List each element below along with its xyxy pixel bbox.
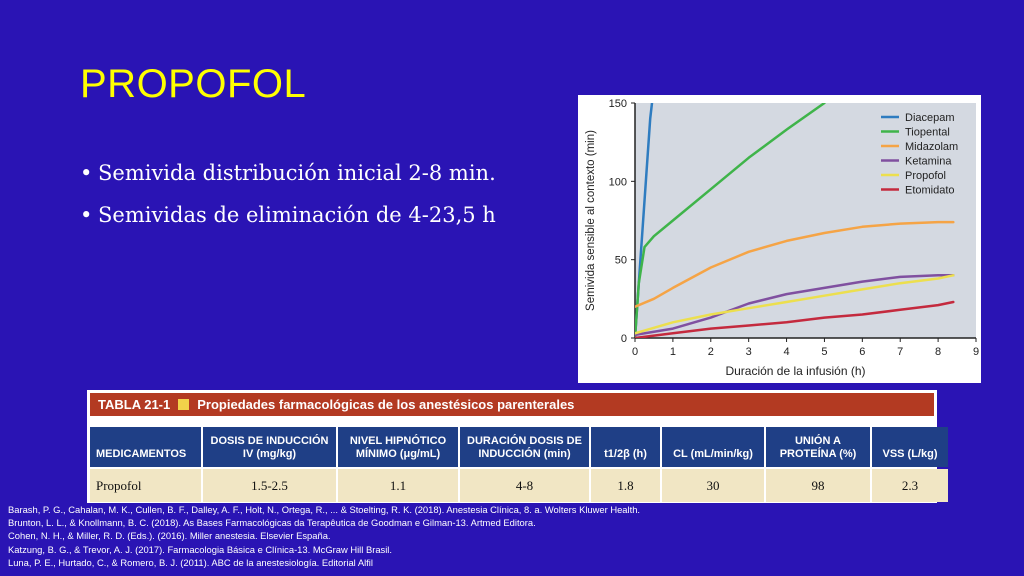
col-header-vss: VSS (L/kg) [872, 427, 948, 467]
legend-label: Etomidato [905, 185, 955, 197]
series-line-midazolam [635, 220, 955, 308]
series-line-ketamina [635, 274, 955, 337]
table-cell-hypnotic-level: 1.1 [338, 469, 458, 502]
legend-label: Tiopental [905, 127, 950, 139]
legend-label: Propofol [905, 170, 946, 182]
reference-item: Barash, P. G., Cahalan, M. K., Cullen, B… [8, 504, 641, 515]
bullet-item: • Semividas de eliminación de 4-23,5 h [80, 194, 496, 236]
y-tick-label: 100 [609, 176, 627, 188]
x-tick-label: 1 [670, 346, 676, 358]
table-cell-protein-binding: 98 [766, 469, 870, 502]
series-line-etomidato [635, 300, 955, 338]
table-cell-dose: 1.5-2.5 [203, 469, 336, 502]
bullet-dot-icon: • [80, 203, 93, 227]
bullet-text: Semivida distribución inicial 2-8 min. [98, 161, 496, 185]
col-header-medicamentos: MEDICAMENTOS [90, 427, 201, 467]
x-tick-label: 4 [783, 346, 789, 358]
table-square-icon [178, 399, 190, 410]
x-tick-label: 6 [859, 346, 865, 358]
legend-label: Midazolam [905, 141, 958, 153]
table-cell-half-life: 1.8 [591, 469, 660, 502]
y-tick-label: 50 [615, 255, 627, 267]
x-tick-label: 8 [935, 346, 941, 358]
y-tick-label: 0 [621, 333, 627, 345]
bullet-item: • Semivida distribución inicial 2-8 min. [80, 152, 496, 194]
table-cell-vss: 2.3 [872, 469, 948, 502]
table-cell-clearance: 30 [662, 469, 764, 502]
pharmacology-table: TABLA 21-1 Propiedades farmacológicas de… [87, 390, 948, 503]
table-title-bar: TABLA 21-1 Propiedades farmacológicas de… [90, 393, 934, 416]
reference-item: Luna, P. E., Hurtado, C., & Romero, B. J… [8, 556, 373, 568]
y-tick-label: 150 [609, 98, 627, 110]
col-header-clearance: CL (mL/min/kg) [662, 427, 764, 467]
x-tick-label: 3 [746, 346, 752, 358]
slide-title: PROPOFOL [80, 62, 307, 106]
table-number: TABLA 21-1 [98, 397, 171, 412]
reference-item: Brunton, L. L., & Knollmann, B. C. (2018… [8, 517, 536, 529]
col-header-union-proteina: UNIÓN A PROTEÍNA (%) [766, 427, 870, 467]
references: Barash, P. G., Cahalan, M. K., Cullen, B… [8, 503, 640, 569]
reference-item: Cohen, N. H., & Miller, R. D. (Eds.). (2… [8, 530, 331, 542]
series-line-tiopental [635, 103, 826, 338]
x-tick-label: 5 [821, 346, 827, 358]
col-header-nivel-hipnotico: NIVEL HIPNÓTICO MÍNIMO (μg/mL) [338, 427, 458, 467]
col-header-duracion-dosis: DURACIÓN DOSIS DE INDUCCIÓN (min) [460, 427, 589, 467]
col-header-dosis-induccion: DOSIS DE INDUCCIÓN IV (mg/kg) [203, 427, 336, 467]
y-axis-label: Semivida sensible al contexto (min) [585, 130, 597, 311]
x-tick-label: 9 [973, 346, 979, 358]
context-sensitive-halftime-chart: 0 50 100 150 0 1 2 3 4 5 6 7 8 9 Duración de la infusi… [578, 95, 981, 383]
x-tick-label: 0 [632, 346, 638, 358]
reference-item: Katzung, B. G., & Trevor, A. J. (2017). … [8, 543, 392, 555]
series-line-propofol [635, 274, 955, 335]
x-tick-label: 7 [897, 346, 903, 358]
col-header-half-life: t1/2β (h) [591, 427, 660, 467]
bullet-list: • Semivida distribución inicial 2-8 min. … [80, 152, 496, 236]
x-axis-label: Duración de la infusión (h) [725, 364, 865, 378]
table-title: Propiedades farmacológicas de los anesté… [197, 397, 575, 412]
table-cell-duration: 4-8 [460, 469, 589, 502]
table-grid: MEDICAMENTOS DOSIS DE INDUCCIÓN IV (mg/k… [90, 427, 948, 502]
bullet-text: Semividas de eliminación de 4-23,5 h [98, 203, 496, 227]
legend-label: Diacepam [905, 112, 955, 124]
x-tick-label: 2 [708, 346, 714, 358]
bullet-dot-icon: • [80, 161, 93, 185]
legend-box [875, 105, 971, 199]
legend-label: Ketamina [905, 156, 952, 168]
chart-svg: 0 50 100 150 0 1 2 3 4 5 6 7 8 9 Duración de la infusi… [585, 98, 979, 378]
table-cell-drug: Propofol [90, 469, 201, 502]
